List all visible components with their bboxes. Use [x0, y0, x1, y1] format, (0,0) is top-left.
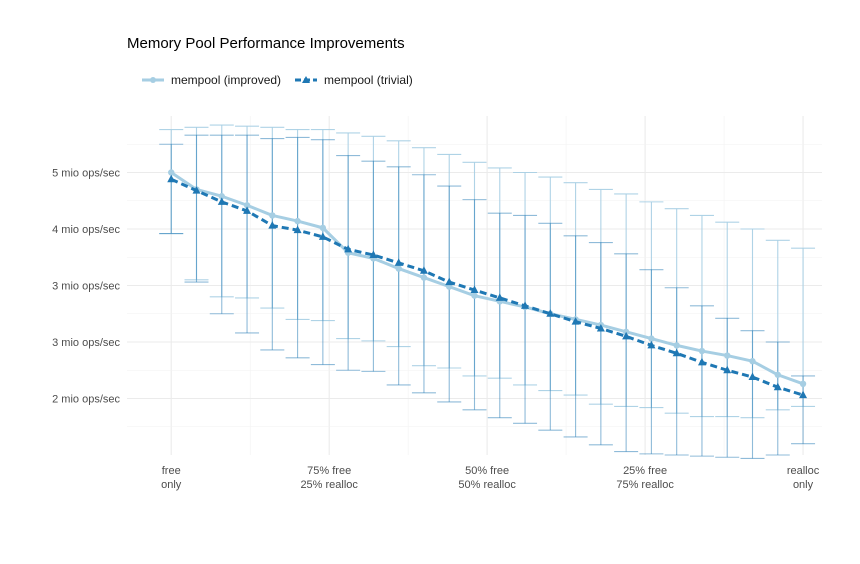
- data-point: [495, 293, 504, 301]
- data-point: [773, 382, 782, 391]
- data-point: [648, 335, 655, 342]
- data-point: [243, 206, 252, 214]
- data-point: [218, 193, 225, 200]
- x-tick-label: free only: [161, 465, 182, 491]
- data-point: [672, 348, 681, 357]
- y-tick-label: 3 mio ops/sec: [52, 281, 120, 293]
- x-tick-label-line1: 50% free: [465, 465, 509, 477]
- data-point: [217, 197, 226, 205]
- legend-label-improved: mempool (improved): [171, 73, 282, 87]
- x-tick-label-line2: only: [793, 479, 814, 491]
- data-point: [268, 221, 277, 229]
- x-tick-label: 25% free 75% realloc: [616, 465, 674, 491]
- x-tick-label-line1: 25% free: [623, 465, 667, 477]
- x-tick-label-line1: free: [162, 465, 181, 477]
- y-tick-label: 4 mio ops/sec: [52, 224, 120, 236]
- data-point: [647, 340, 656, 349]
- data-point: [420, 274, 428, 281]
- data-point: [470, 285, 479, 294]
- legend: mempool (improved) mempool (trivial): [140, 71, 425, 89]
- series-trivial: [159, 134, 816, 459]
- x-tick-label: 50% free 50% realloc: [458, 465, 516, 491]
- data-point: [546, 309, 555, 317]
- error-bars: [159, 134, 816, 459]
- x-tick-label-line2: only: [161, 479, 182, 491]
- x-tick-label: realloc only: [787, 465, 820, 491]
- data-point: [774, 371, 781, 378]
- data-point: [596, 323, 605, 332]
- legend-item-trivial: mempool (trivial): [293, 72, 413, 88]
- data-point: [344, 244, 353, 253]
- legend-key-improved: [142, 77, 164, 83]
- data-point: [269, 212, 276, 219]
- data-point: [319, 224, 327, 232]
- y-tick-label: 2 mio ops/sec: [52, 394, 120, 406]
- data-point: [243, 202, 251, 209]
- data-point: [419, 266, 428, 274]
- data-point: [318, 232, 327, 240]
- x-tick-label-line1: realloc: [787, 465, 820, 477]
- data-point: [697, 357, 706, 366]
- series-line: [170, 177, 804, 397]
- series-line: [170, 171, 804, 386]
- data-point: [673, 342, 680, 349]
- data-point: [799, 390, 808, 399]
- data-point: [748, 372, 757, 381]
- y-tick-label: 3 mio ops/sec: [52, 337, 120, 349]
- x-tick-label-line2: 25% realloc: [300, 479, 358, 491]
- data-point: [749, 358, 756, 365]
- data-point: [471, 292, 478, 299]
- legend-label-trivial: mempool (trivial): [324, 73, 413, 87]
- legend-key-trivial: [295, 76, 318, 83]
- data-point: [521, 301, 530, 309]
- data-point: [622, 331, 631, 340]
- x-tick-label-line2: 75% realloc: [616, 479, 674, 491]
- x-tick-label: 75% free 25% realloc: [300, 465, 358, 491]
- data-point: [395, 265, 402, 272]
- data-point: [192, 186, 201, 194]
- data-point: [445, 277, 454, 286]
- data-point: [168, 169, 175, 176]
- data-point: [622, 328, 630, 336]
- y-tick-label: 5 mio ops/sec: [52, 168, 120, 180]
- data-point: [723, 365, 732, 374]
- data-point: [571, 317, 580, 325]
- data-point: [294, 217, 301, 225]
- legend-item-improved: mempool (improved): [140, 72, 281, 88]
- data-point: [698, 347, 706, 355]
- data-point: [799, 380, 807, 388]
- data-point: [293, 225, 302, 234]
- data-point: [394, 258, 403, 266]
- data-point: [724, 352, 731, 359]
- x-tick-label-line2: 50% realloc: [458, 479, 516, 491]
- chart-title: Memory Pool Performance Improvements: [127, 35, 405, 52]
- x-tick-label-line1: 75% free: [307, 465, 351, 477]
- data-point: [167, 174, 176, 183]
- data-point: [369, 250, 378, 258]
